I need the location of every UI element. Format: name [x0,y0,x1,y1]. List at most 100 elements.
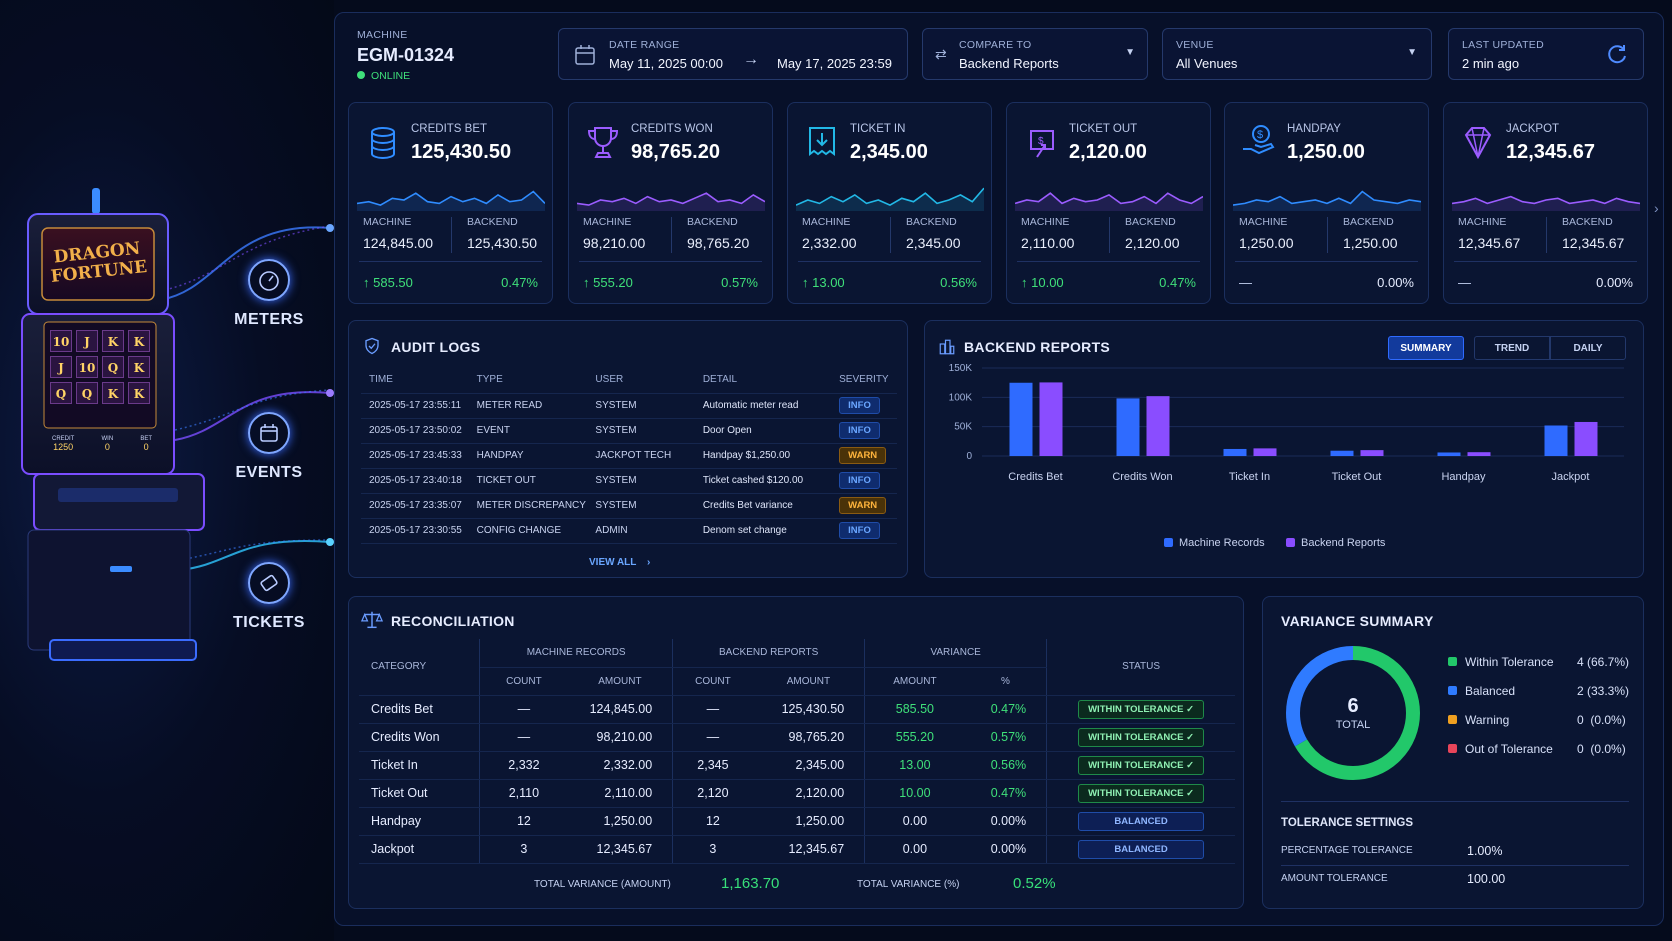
credit-label: CREDIT [52,436,75,442]
reel-symbol: Q [76,382,98,404]
kpi-title: JACKPOT [1506,123,1560,135]
venue-select[interactable]: VENUE All Venues ▼ [1162,28,1432,80]
kpi-sparkline [577,192,765,211]
reconciliation-row[interactable]: Credits Bet —124,845.00—125,430.50 585.50 0… [359,695,1235,724]
reconciliation-row[interactable]: Jackpot 3 12,345.67 3 12,345.67 0.00 0.00% BALA… [359,835,1235,864]
status-badge: WITHIN TOLERANCE ✓ [1078,755,1205,775]
legend-swatch [1448,657,1457,666]
reconciliation-row[interactable]: Ticket In 2,332 2,332.00 2,345 2,345.00 13.00… [359,751,1235,780]
bar-machine-records[interactable] [1223,448,1247,456]
x-tick-label: Ticket Out [1332,471,1382,483]
date-range-picker[interactable]: DATE RANGE May 11, 2025 00:00 → May 17, … [558,28,908,80]
reconciliation-row[interactable]: Ticket Out 2,110 2,110.00 2,120 2,120.00 10.0… [359,779,1235,808]
recon-cell: 2,345.00 [752,751,866,780]
audit-col-severity: SEVERITY [839,367,897,394]
kpi-card-jackpot[interactable]: JACKPOT 12,345.67 MACHINE BACKEND 12,345.67 1… [1443,102,1648,304]
col-category: CATEGORY [359,639,481,696]
amount-tolerance-value[interactable]: 100.00 [1467,872,1506,886]
kpi-backend-value: 125,430.50 [467,235,538,251]
col-machine-count: COUNT [479,667,568,696]
meters-nav-label[interactable]: METERS [234,311,304,328]
kpi-backend-value: 2,345.00 [906,235,961,251]
recon-cell: WITHIN TOLERANCE ✓ [1046,695,1235,724]
audit-cell: 2025-05-17 23:55:11 [361,393,477,419]
audit-cell: Automatic meter read [702,393,840,419]
audit-row[interactable]: 2025-05-17 23:55:11 METER READ SYSTEM Autom… [361,393,897,419]
reconciliation-row[interactable]: Handpay 12 1,250.00 12 1,250.00 0.00 0.00% BALA… [359,807,1235,836]
meters-nav-icon[interactable] [248,259,290,301]
events-nav-label[interactable]: EVENTS [235,464,303,481]
ticket-in-icon [809,127,835,156]
recon-cell: 2,120 [672,779,753,808]
kpi-card-credits-bet[interactable]: CREDITS BET 125,430.50 MACHINE BACKEND 124,8… [348,102,553,304]
bar-machine-records[interactable] [1544,425,1568,456]
kpi-backend-label: BACKEND [1343,216,1394,228]
donut-segment[interactable] [1286,646,1420,780]
compare-to-select[interactable]: ⇄ COMPARE TO Backend Reports ▼ [922,28,1148,80]
tickets-nav-icon[interactable] [248,562,290,604]
arrow-up-icon: ↑ [1021,275,1032,290]
trophy-icon [587,127,619,158]
kpi-delta: ↑ 10.00 [1021,275,1064,290]
bar-machine-records[interactable] [1009,382,1033,456]
recon-cell: — [672,723,753,752]
recon-cell: 0.00% [964,835,1048,864]
kpi-card-credits-won[interactable]: CREDITS WON 98,765.20 MACHINE BACKEND 98,210… [568,102,773,304]
kpi-delta: ↑ 13.00 [802,275,845,290]
status-label: WITHIN TOLERANCE [1088,787,1184,799]
tab-summary[interactable]: SUMMARY [1388,336,1464,360]
reconciliation-row[interactable]: Credits Won —98,210.00—98,765.20 555.20 0.5… [359,723,1235,752]
divider [1546,217,1547,253]
audit-cell: SYSTEM [595,493,703,519]
kpi-card-ticket-out[interactable]: $ TICKET OUT 2,120.00 MACHINE BACKEND 2,110.0… [1006,102,1211,304]
bar-backend-reports[interactable] [1146,396,1170,456]
date-to[interactable]: May 17, 2025 23:59 [777,56,892,71]
bar-backend-reports[interactable] [1574,421,1598,456]
bar-backend-reports[interactable] [1253,448,1277,456]
tab-trend[interactable]: TREND [1474,336,1550,360]
reconciliation-panel: RECONCILIATION CATEGORY MACHINE RECORDS … [348,596,1244,909]
win-label: WIN [101,436,114,442]
view-all-link[interactable]: VIEW ALL › [589,557,650,568]
audit-cell: 2025-05-17 23:40:18 [361,468,477,494]
ticket-icon [260,574,278,592]
machine-info: MACHINE EGM-01324 ONLINE [357,29,454,82]
legend-label: Balanced [1465,684,1516,698]
bar-machine-records[interactable] [1116,398,1140,456]
recon-cell: 10.00 [864,779,965,808]
reel-symbol: K [102,382,124,404]
refresh-icon[interactable] [1605,42,1629,66]
legend-swatch [1286,538,1295,547]
audit-row[interactable]: 2025-05-17 23:35:07 METER DISCREPANCY SYST… [361,493,897,519]
date-from[interactable]: May 11, 2025 00:00 [609,56,723,71]
kpi-value: 1,250.00 [1287,141,1365,163]
severity-badge: WARN [839,447,887,464]
divider [1017,261,1200,262]
divider [1327,217,1328,253]
bar-backend-reports[interactable] [1360,450,1384,456]
total-amount-label: TOTAL VARIANCE (AMOUNT) [534,879,671,890]
kpi-title: TICKET IN [850,123,906,135]
bar-backend-reports[interactable] [1039,382,1063,456]
bar-backend-reports[interactable] [1467,452,1491,456]
recon-cell: 2,110 [479,779,568,808]
pct-tolerance-value[interactable]: 1.00% [1467,844,1503,858]
bar-machine-records[interactable] [1330,450,1354,456]
arrow-right-icon: → [743,51,759,68]
audit-row[interactable]: 2025-05-17 23:40:18 TICKET OUT SYSTEM Ticke… [361,468,897,494]
events-nav-icon[interactable] [248,412,290,454]
tab-daily[interactable]: DAILY [1550,336,1626,360]
kpi-card-handpay[interactable]: $ HANDPAY 1,250.00 MACHINE BACKEND 1,250.00 1,… [1224,102,1429,304]
gauge-icon [259,271,279,291]
bar-machine-records[interactable] [1437,452,1461,456]
audit-logs-panel: AUDIT LOGS TIME TYPE USER DETAIL SEVERITY 20… [348,320,908,578]
audit-row[interactable]: 2025-05-17 23:30:55 CONFIG CHANGE ADMIN Den… [361,518,897,544]
kpi-card-ticket-in[interactable]: TICKET IN 2,345.00 MACHINE BACKEND 2,332.00 2… [787,102,992,304]
view-all-label[interactable]: VIEW ALL [589,557,637,568]
chevron-right-icon[interactable]: › [1654,200,1659,216]
audit-row[interactable]: 2025-05-17 23:45:33 HANDPAY JACKPOT TECH Ha… [361,443,897,469]
y-tick-label: 0 [966,451,972,462]
tickets-nav-label[interactable]: TICKETS [233,614,305,631]
kpi-machine-value: 12,345.67 [1458,235,1521,251]
audit-row[interactable]: 2025-05-17 23:50:02 EVENT SYSTEM Door Open I… [361,418,897,444]
